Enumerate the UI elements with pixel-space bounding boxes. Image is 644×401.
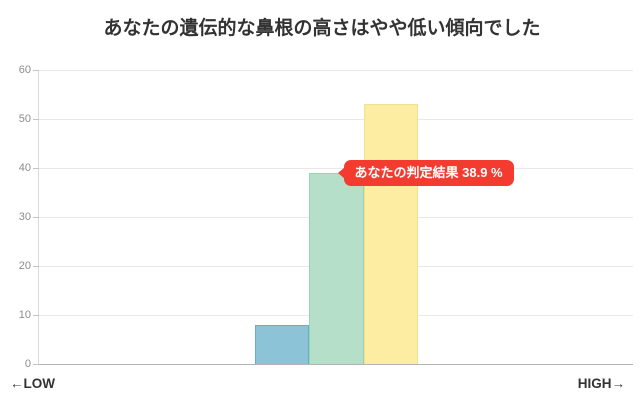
bar-bucket-high[interactable] (363, 104, 418, 364)
y-axis-tick-label: 20 (18, 260, 31, 272)
x-axis-high-label: HIGH→ (577, 376, 625, 391)
y-axis-tick (33, 315, 39, 316)
y-axis-tick (33, 168, 39, 169)
tooltip-label: あなたの判定結果 (354, 165, 459, 181)
bar-bucket-low[interactable] (255, 324, 310, 364)
tooltip-caret-icon (337, 167, 345, 180)
y-axis-tick (33, 70, 39, 71)
y-axis-tick-label: 40 (18, 162, 31, 174)
gridline-50 (39, 119, 633, 120)
y-axis-tick (33, 217, 39, 218)
page-title: あなたの遺伝的な鼻根の高さはやや低い傾向でした (103, 18, 541, 39)
y-axis-tick-label: 10 (18, 309, 31, 321)
y-axis-tick (33, 364, 39, 365)
y-axis-tick-label: 60 (18, 64, 31, 76)
bar-bucket-user-result[interactable] (309, 173, 364, 364)
gridline-0 (39, 364, 633, 365)
result-tooltip: あなたの判定結果 38.9 % (337, 160, 514, 187)
x-axis-low-label: ←LOW (10, 376, 55, 391)
y-axis-tick-label: 50 (18, 113, 31, 125)
gridline-60 (39, 70, 633, 71)
gridline-40 (39, 168, 633, 169)
y-axis-tick (33, 119, 39, 120)
tooltip-value: 38.9 % (462, 165, 503, 181)
plot-area: 0 10 20 30 40 50 60 あなたの判定結果 38.9 % (19, 64, 633, 370)
y-axis-tick-label: 30 (18, 211, 31, 223)
y-axis-tick (33, 266, 39, 267)
y-axis-tick-label: 0 (24, 358, 31, 370)
